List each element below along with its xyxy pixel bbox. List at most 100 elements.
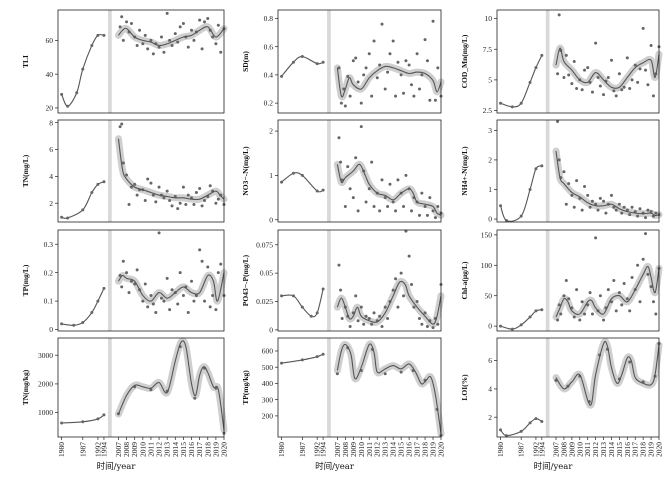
- data-point: [370, 94, 374, 98]
- data-point: [594, 41, 598, 45]
- x-tick-label: 2019: [211, 442, 220, 457]
- data-point: [383, 372, 387, 376]
- data-point: [154, 311, 158, 315]
- x-tick-label: 2016: [405, 442, 414, 457]
- early-point: [300, 55, 304, 59]
- data-point: [367, 187, 371, 191]
- data-point: [118, 125, 122, 129]
- x-tick-label: 2016: [623, 442, 632, 457]
- data-point: [433, 98, 437, 102]
- data-point: [436, 204, 440, 208]
- data-point: [351, 59, 355, 63]
- data-point: [633, 63, 637, 67]
- early-point: [534, 167, 538, 171]
- data-point: [583, 312, 587, 316]
- data-point: [121, 161, 125, 165]
- x-tick-label: 1987: [78, 442, 87, 457]
- data-point: [149, 38, 153, 42]
- data-point: [428, 196, 432, 200]
- era-divider: [545, 338, 550, 437]
- data-point: [583, 185, 587, 189]
- data-point: [168, 38, 172, 42]
- early-line: [61, 181, 105, 219]
- era-divider: [107, 230, 112, 331]
- x-tick-label: 1994: [319, 442, 328, 457]
- data-point: [343, 104, 347, 108]
- data-point: [200, 259, 204, 263]
- data-point: [143, 282, 147, 286]
- data-point: [641, 26, 645, 30]
- y-tick-label: 2: [49, 199, 53, 208]
- early-line: [500, 418, 543, 437]
- data-point: [337, 66, 341, 70]
- data-point: [367, 52, 371, 56]
- data-point: [356, 80, 360, 84]
- x-tick-label: 2010: [575, 442, 584, 457]
- x-tick-label: 2014: [607, 442, 616, 457]
- early-point: [291, 60, 295, 64]
- x-tick-label: 2010: [357, 442, 366, 457]
- data-point: [625, 56, 629, 60]
- data-point: [628, 309, 632, 313]
- y-tick-label: 3: [488, 126, 492, 135]
- data-point: [186, 311, 190, 315]
- fit-confidence-band: [114, 269, 228, 305]
- y-tick-label: 20: [46, 104, 54, 113]
- data-point: [562, 170, 566, 174]
- data-point: [433, 216, 437, 220]
- data-point: [386, 317, 390, 321]
- early-point: [102, 286, 106, 290]
- data-point: [359, 125, 363, 129]
- y-tick-label: 50: [485, 291, 493, 300]
- x-axis-title-1: 时间/year: [97, 461, 137, 472]
- data-point: [141, 299, 145, 303]
- data-point: [354, 156, 358, 160]
- data-point: [125, 20, 129, 24]
- early-point: [300, 305, 304, 309]
- x-tick-label: 2009: [567, 442, 576, 457]
- y-tick-label: 400: [262, 379, 274, 388]
- data-point: [590, 199, 594, 203]
- early-point: [300, 358, 304, 362]
- data-point: [198, 18, 202, 22]
- data-point: [423, 204, 427, 208]
- fit-confidence-band: [552, 337, 663, 409]
- early-point: [519, 429, 523, 433]
- era-divider: [545, 120, 550, 222]
- data-point: [386, 70, 390, 74]
- data-point: [348, 187, 352, 191]
- early-line: [500, 55, 543, 108]
- data-point: [362, 73, 366, 77]
- data-point: [380, 178, 384, 182]
- panel-frame: [496, 119, 660, 223]
- data-point: [567, 73, 571, 77]
- data-point: [339, 101, 343, 105]
- data-point: [570, 306, 574, 310]
- data-point: [135, 43, 139, 47]
- panel-frame: [496, 229, 660, 332]
- data-point: [120, 15, 124, 19]
- data-point: [417, 213, 421, 217]
- fit-line: [117, 272, 225, 302]
- data-point: [125, 271, 129, 275]
- x-axis-title-3: 时间/year: [534, 461, 574, 472]
- data-point: [399, 370, 403, 374]
- x-tick-label: 2014: [389, 442, 398, 457]
- early-point: [510, 105, 514, 109]
- y-tick-label: 2000: [38, 380, 53, 389]
- data-point: [181, 185, 185, 189]
- early-point: [540, 419, 544, 423]
- y-tick-label: 1000: [38, 408, 53, 417]
- data-point: [214, 308, 218, 312]
- x-tick-label: 2020: [220, 442, 229, 457]
- data-point: [364, 200, 368, 204]
- x-tick-label: 2011: [146, 442, 155, 457]
- data-point: [630, 205, 634, 209]
- data-point: [396, 60, 400, 64]
- data-point: [184, 203, 188, 207]
- data-point: [348, 324, 352, 328]
- y-axis-label: NH4+-N(mg/L): [460, 146, 469, 196]
- era-divider: [107, 120, 112, 222]
- data-point: [186, 45, 190, 49]
- data-point: [630, 275, 634, 279]
